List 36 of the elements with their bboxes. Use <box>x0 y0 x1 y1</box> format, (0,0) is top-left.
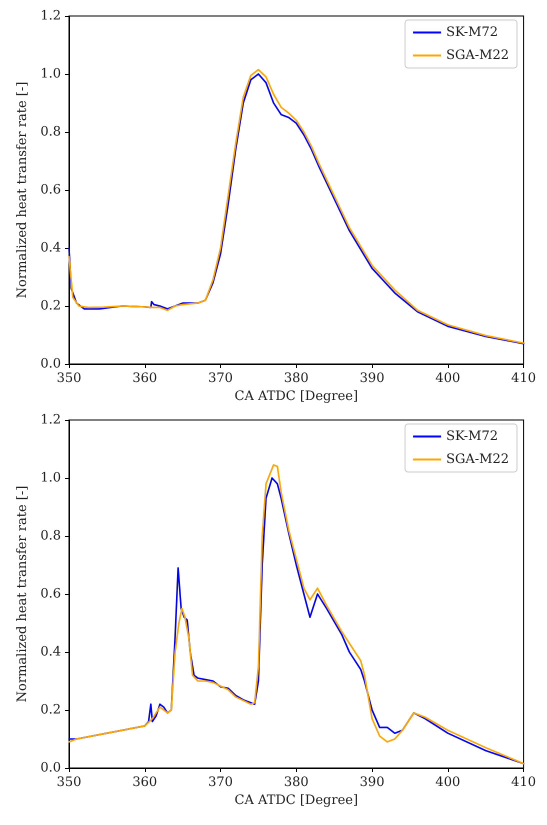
x-tick-label: 370 <box>208 775 233 790</box>
x-axis-title: CA ATDC [Degree] <box>234 388 358 404</box>
y-tick-label: 0.6 <box>40 182 61 198</box>
y-tick-label: 0.8 <box>40 124 61 140</box>
x-tick-label: 410 <box>511 371 536 386</box>
y-tick-label: 1.0 <box>40 66 61 82</box>
y-tick-label: 0.4 <box>40 644 61 660</box>
x-tick-label: 360 <box>132 775 158 790</box>
x-tick-label: 400 <box>435 371 460 386</box>
y-tick-label: 0.0 <box>40 760 61 776</box>
y-axis-title: Normalized heat transfer rate [-] <box>15 82 30 298</box>
y-tick-label: 0.2 <box>40 702 61 718</box>
y-tick-label: 1.2 <box>40 8 61 24</box>
y-tick-label: 1.2 <box>40 412 61 428</box>
legend-label: SGA-M22 <box>446 452 510 467</box>
y-tick-label: 1.0 <box>40 470 61 486</box>
legend-label: SGA-M22 <box>446 48 510 63</box>
x-tick-label: 400 <box>435 775 460 790</box>
x-tick-label: 350 <box>56 371 82 386</box>
x-tick-label: 390 <box>360 775 384 790</box>
legend-label: SK-M72 <box>446 429 498 444</box>
y-tick-label: 0.8 <box>40 528 61 544</box>
x-axis-title: CA ATDC [Degree] <box>234 792 358 808</box>
y-tick-label: 0.4 <box>40 240 61 256</box>
y-tick-label: 0.0 <box>40 356 61 372</box>
y-axis-title: Normalized heat transfer rate [-] <box>15 486 30 702</box>
legend-label: SK-M72 <box>446 25 498 40</box>
x-tick-label: 360 <box>132 371 158 386</box>
y-tick-label: 0.6 <box>40 586 61 602</box>
y-tick-label: 0.2 <box>40 298 61 314</box>
x-tick-label: 370 <box>208 371 233 386</box>
x-tick-label: 350 <box>56 775 82 790</box>
x-tick-label: 380 <box>284 775 309 790</box>
x-tick-label: 390 <box>360 371 384 386</box>
x-tick-label: 410 <box>511 775 536 790</box>
x-tick-label: 380 <box>284 371 309 386</box>
